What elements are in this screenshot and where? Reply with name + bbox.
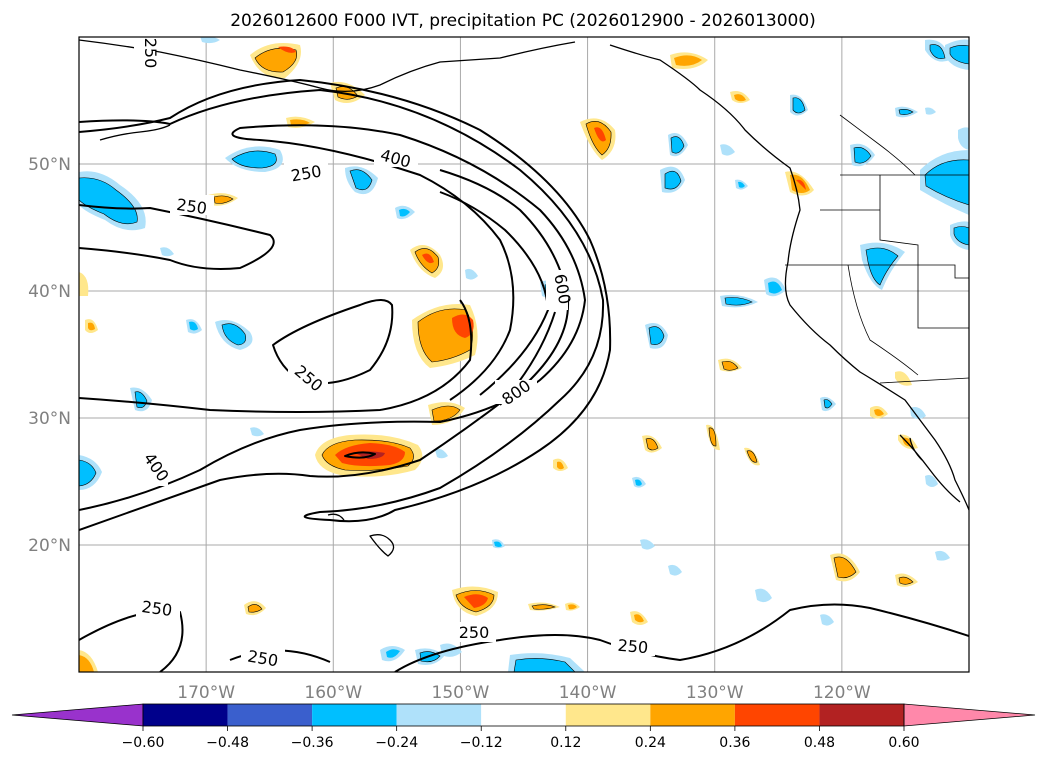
ivt-contour-small <box>344 451 376 459</box>
lat-tick-labels: 50°N 40°N 30°N 20°N <box>28 155 71 556</box>
lon-tick-label: 120°W <box>813 683 871 703</box>
ivt-contour-250-main <box>79 79 612 523</box>
contour-label-250-b: 250 <box>175 195 208 218</box>
contour-label-250-top: 250 <box>141 38 160 69</box>
colorbar-tick-label: −0.60 <box>122 735 165 751</box>
precip-blob-positive <box>79 42 918 672</box>
colorbar-segment <box>143 704 228 726</box>
colorbar-extend-min <box>11 703 144 727</box>
ivt-contour-600 <box>79 169 570 531</box>
colorbar-segment <box>819 704 904 726</box>
lat-tick-label: 30°N <box>28 409 71 429</box>
colorbar-outline <box>142 703 905 727</box>
colorbar-tick-label: 0.24 <box>635 735 666 751</box>
colorbar-segment <box>227 704 313 726</box>
map-background <box>79 37 969 672</box>
colorbar-tick-label: −0.24 <box>375 735 418 751</box>
colorbar: −0.60 −0.48 −0.36 −0.24 −0.12 0.12 0.24 0.36 0.4… <box>11 703 1036 751</box>
chart-title: 2026012600 F000 IVT, precipitation PC (2… <box>230 11 816 31</box>
coast-aleutians <box>99 124 171 141</box>
colorbar-tick-label: 0.60 <box>888 735 919 751</box>
ivt-contour-250-east <box>79 299 473 413</box>
colorbar-tick-label: 0.48 <box>804 735 835 751</box>
lon-tick-label: 140°W <box>559 683 617 703</box>
colorbar-segment <box>650 704 735 726</box>
colorbar-tick-label: −0.48 <box>206 735 249 751</box>
lon-tick-labels: 170°W 160°W 150°W 140°W 130°W 120°W <box>177 683 871 703</box>
colorbar-segment <box>481 704 566 726</box>
lon-tick-label: 150°W <box>432 683 490 703</box>
colorbar-segment <box>312 704 397 726</box>
coastlines <box>79 39 969 557</box>
contour-label-250-d: 250 <box>140 597 173 620</box>
contour-label-250-f: 250 <box>459 623 490 642</box>
contour-labels: 250 250 400 250 600 800 250 400 250 250 … <box>134 38 655 671</box>
coast-hawaii <box>327 513 395 557</box>
coast-north-america <box>609 44 969 511</box>
lon-tick-label: 170°W <box>177 683 235 703</box>
lat-tick-label: 50°N <box>28 155 71 175</box>
colorbar-tick-label: −0.12 <box>460 735 503 751</box>
lat-tick-label: 40°N <box>28 282 71 302</box>
colorbar-tick-label: 0.36 <box>719 735 750 751</box>
colorbar-tick-label: 0.12 <box>550 735 581 751</box>
colorbar-segment <box>396 704 482 726</box>
ivt-contour-400 <box>79 124 586 511</box>
coast-alaska <box>79 39 576 92</box>
coast-baja <box>899 434 961 503</box>
colorbar-segment <box>734 704 820 726</box>
ivt-contour-250-west <box>79 204 275 270</box>
lat-tick-label: 20°N <box>28 536 71 556</box>
map-frame <box>78 36 970 673</box>
colorbar-tick-label: −0.36 <box>291 735 334 751</box>
precip-shading <box>79 37 969 672</box>
lon-tick-label: 160°W <box>304 683 362 703</box>
colorbar-segment <box>565 704 651 726</box>
contour-label-250-g: 250 <box>617 636 649 658</box>
lon-tick-label: 130°W <box>686 683 744 703</box>
political-borders <box>785 114 969 384</box>
colorbar-extend-max <box>903 703 1036 727</box>
